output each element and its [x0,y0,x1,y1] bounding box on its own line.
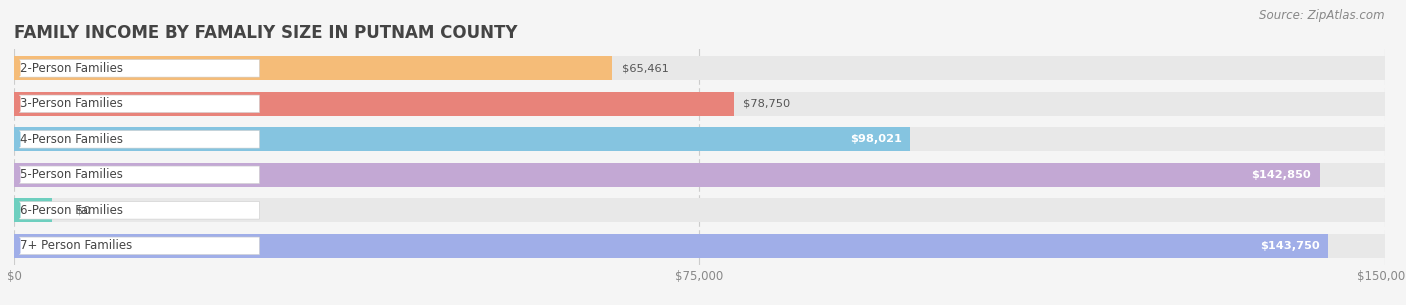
Text: 2-Person Families: 2-Person Families [20,62,122,75]
Text: $65,461: $65,461 [621,63,669,73]
Bar [14,198,1385,222]
FancyBboxPatch shape [20,131,260,148]
Bar [14,127,1385,151]
Bar [14,127,910,151]
FancyBboxPatch shape [20,59,260,77]
FancyBboxPatch shape [20,237,260,255]
Text: $143,750: $143,750 [1260,241,1320,251]
Bar [14,92,1385,116]
Text: $142,850: $142,850 [1251,170,1312,180]
Bar [14,92,734,116]
FancyBboxPatch shape [20,202,260,219]
Bar [14,163,1320,187]
FancyBboxPatch shape [20,95,260,113]
Bar [14,56,1385,81]
Text: 7+ Person Families: 7+ Person Families [20,239,132,252]
Bar [14,234,1385,258]
Bar [14,234,1327,258]
Text: 4-Person Families: 4-Person Families [20,133,122,146]
Text: 6-Person Families: 6-Person Families [20,204,122,217]
Bar [14,198,52,222]
Text: $98,021: $98,021 [849,134,901,144]
Bar [14,163,1385,187]
Text: 5-Person Families: 5-Person Families [20,168,122,181]
FancyBboxPatch shape [20,166,260,184]
Text: $0: $0 [76,205,90,215]
Text: Source: ZipAtlas.com: Source: ZipAtlas.com [1260,9,1385,22]
Text: FAMILY INCOME BY FAMALIY SIZE IN PUTNAM COUNTY: FAMILY INCOME BY FAMALIY SIZE IN PUTNAM … [14,24,517,42]
Text: $78,750: $78,750 [744,99,790,109]
Bar [14,56,612,81]
Text: 3-Person Families: 3-Person Families [20,97,122,110]
